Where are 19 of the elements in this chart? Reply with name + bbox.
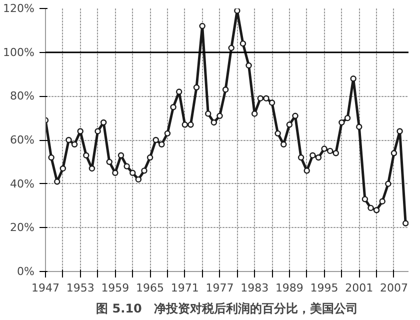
y-tick-label: 20%: [10, 221, 35, 234]
text: 图 5.10 净投资对税后利润的百分比，美国公司: [96, 302, 358, 316]
y-tick-label: 120%: [3, 2, 35, 15]
x-tick-label: 1995: [310, 282, 338, 294]
x-tick-label: 1977: [206, 282, 234, 294]
x-tick-label: 1983: [240, 282, 269, 294]
x-tick-label: 1989: [275, 282, 304, 294]
y-tick-label: 100%: [3, 46, 35, 59]
x-tick-label: 1959: [101, 282, 130, 294]
x-tick-label: 1971: [170, 282, 199, 294]
x-tick-label: 2001: [345, 282, 374, 294]
x-tick-label: 1965: [136, 282, 164, 294]
x-tick-label: 2007: [380, 282, 408, 294]
y-tick-label: 40%: [10, 177, 35, 190]
x-tick-label: 1953: [66, 282, 94, 294]
y-tick-label: 0%: [17, 265, 34, 278]
y-tick-label: 80%: [10, 90, 35, 103]
y-tick-label: 60%: [10, 134, 35, 146]
x-tick-label: 1947: [32, 282, 60, 294]
